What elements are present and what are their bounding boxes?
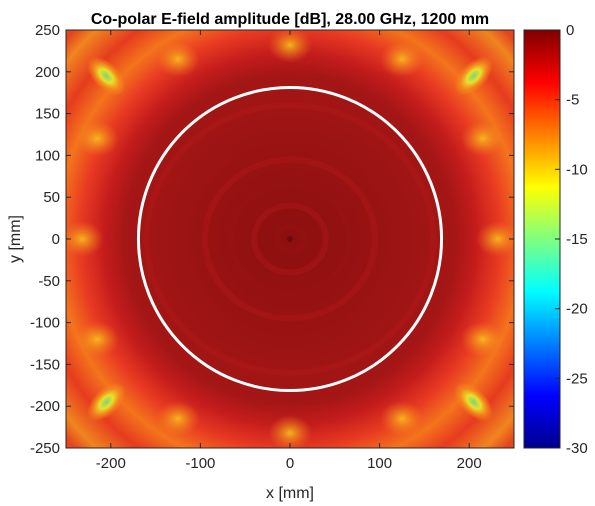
y-tick-label: -250 (30, 440, 60, 457)
y-axis-label: y [mm] (7, 215, 24, 263)
field-hotspot (156, 400, 200, 437)
field-ripple (201, 156, 379, 322)
corner-lobes (87, 56, 493, 422)
field-hotspot (75, 321, 120, 358)
field-ripple (143, 102, 437, 376)
field-hotspot (460, 120, 505, 157)
field-ripple (273, 223, 307, 255)
colorbar-tick-label: -15 (566, 231, 588, 248)
field-hotspot (66, 221, 105, 257)
field-ripple (175, 131, 405, 347)
field-hotspot (475, 221, 514, 257)
corner-lobe (454, 56, 493, 96)
y-tick-label: 50 (43, 189, 60, 206)
field-hotspot (156, 41, 200, 78)
field-ripples (143, 102, 437, 376)
field-hotspot (460, 321, 505, 358)
y-tick-label: -100 (30, 315, 60, 332)
overlay-circle (136, 85, 444, 393)
chart-title: Co-polar E-field amplitude [dB], 28.00 G… (91, 11, 489, 28)
colorbar-tick-label: -25 (566, 370, 588, 387)
y-tick-label: 250 (35, 22, 60, 39)
y-tick-label: 0 (52, 231, 60, 248)
corner-lobe (454, 382, 493, 422)
field-center-point (287, 236, 293, 242)
field-ripple (228, 181, 352, 297)
x-axis-ticks: -200 -100 0 100 200 (96, 30, 482, 472)
field-heatmap (66, 30, 514, 448)
field-hotspot (380, 41, 424, 78)
colorbar-ticks: 0 -5 -10 -15 -20 -25 -30 (555, 22, 588, 457)
y-tick-label: 150 (35, 106, 60, 123)
field-hotspot (380, 400, 424, 437)
y-axis-ticks: 250 200 150 100 50 0 -50 -100 -150 -200 -250 (30, 22, 514, 457)
x-axis-label: x [mm] (266, 485, 314, 502)
colorbar-tick-label: -5 (566, 92, 579, 109)
y-tick-label: -150 (30, 356, 60, 373)
x-tick-label: 100 (367, 455, 392, 472)
y-tick-label: 100 (35, 147, 60, 164)
field-ripple (251, 202, 329, 276)
colorbar-tick-label: -30 (566, 440, 588, 457)
field-hotspots (66, 30, 514, 448)
field-hotspot (268, 414, 312, 448)
x-tick-label: 200 (457, 455, 482, 472)
corner-lobe (87, 382, 126, 422)
colorbar-tick-label: -20 (566, 301, 588, 318)
x-tick-label: 0 (286, 455, 294, 472)
colorbar (523, 29, 561, 449)
colorbar-tick-label: -10 (566, 161, 588, 178)
colorbar-tick-label: 0 (566, 22, 574, 39)
y-tick-label: -50 (38, 273, 60, 290)
field-hotspot (75, 120, 120, 157)
corner-lobe (87, 56, 126, 96)
x-tick-label: -200 (96, 455, 126, 472)
field-hotspot (268, 30, 312, 64)
y-tick-label: 200 (35, 64, 60, 81)
x-tick-label: -100 (185, 455, 215, 472)
y-tick-label: -200 (30, 398, 60, 415)
